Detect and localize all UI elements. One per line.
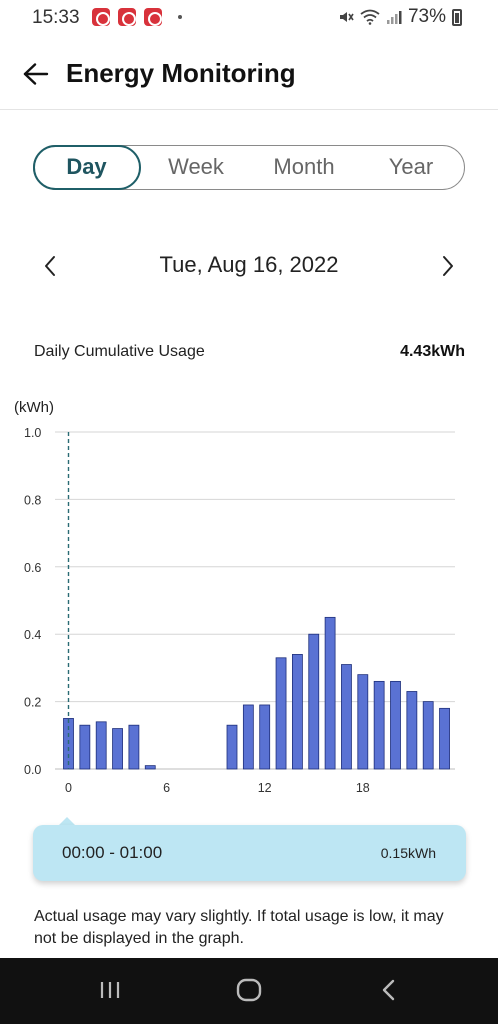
back-button[interactable] [18,56,54,92]
bar-hour-16[interactable] [324,616,336,770]
bar-hour-15[interactable] [308,633,320,770]
system-icons: 73% [338,6,462,28]
page-title: Energy Monitoring [66,58,296,88]
y-tick-label: 0.2 [24,696,41,710]
battery-percent: 73% [407,6,446,27]
status-bar: 15:33 73% [0,0,498,36]
notification-app-icon [92,8,110,26]
home-icon [236,978,262,1002]
bar-hour-14[interactable] [291,654,303,770]
system-nav-bar [0,958,498,1024]
x-tick-label: 12 [258,781,272,795]
period-tabs: Day Week Month Year [32,144,465,190]
next-date-button[interactable] [432,250,464,282]
bar-hour-18[interactable] [357,674,369,770]
more-notifications-dot [178,15,182,19]
usage-value: 4.43kWh [400,343,465,360]
bar-hour-11[interactable] [242,704,254,770]
signal-icon [386,11,402,24]
bar-hour-20[interactable] [390,680,401,770]
y-tick-label: 1.0 [24,426,41,440]
hourly-usage-chart[interactable]: (kWh) 0.0 0.2 0.4 0.6 0.8 1.0 0 6 12 18 [0,390,498,810]
bar-hour-22[interactable] [422,701,434,770]
notification-icons [92,8,162,26]
y-tick-label: 0.4 [24,628,41,642]
x-tick-label: 0 [65,781,72,795]
tooltip-pointer [58,817,76,826]
y-axis-label: (kWh) [14,399,54,416]
battery-icon [452,8,462,26]
bar-hour-3[interactable] [112,728,123,770]
notification-app-icon [118,8,136,26]
bar-hour-19[interactable] [373,680,385,770]
recent-apps-icon [100,982,120,998]
bar-hour-13[interactable] [275,657,287,770]
previous-date-button[interactable] [34,250,66,282]
y-tick-label: 0.0 [24,763,41,777]
tab-day[interactable]: Day [32,144,141,190]
bar-hour-5[interactable] [144,765,156,770]
notification-app-icon [144,8,162,26]
wifi-icon [360,9,380,25]
bar-hour-2[interactable] [95,721,107,770]
tab-month[interactable]: Month [273,154,335,179]
chevron-right-icon [443,256,453,276]
home-button[interactable] [231,974,267,1006]
back-arrow-icon [23,63,49,85]
status-time: 15:33 [32,7,80,28]
chevron-left-icon [45,256,55,276]
y-tick-label: 0.8 [24,493,41,507]
usage-disclaimer: Actual usage may vary slightly. If total… [34,908,444,947]
recent-apps-button[interactable] [92,974,128,1006]
bar-hour-12[interactable] [259,704,271,770]
usage-label: Daily Cumulative Usage [34,343,205,360]
bar-hour-10[interactable] [226,724,238,770]
tab-year[interactable]: Year [388,154,434,179]
bar-hour-23[interactable] [439,707,450,770]
x-tick-label: 18 [356,781,370,795]
selection-tooltip: 00:00 - 01:00 0.15kWh [33,825,466,881]
tooltip-value: 0.15kWh [380,845,436,861]
x-tick-label: 6 [163,781,170,795]
selected-date: Tue, Aug 16, 2022 [159,252,339,277]
bar-hour-17[interactable] [341,664,352,770]
nav-back-button[interactable] [371,974,407,1006]
bar-hour-4[interactable] [128,724,140,770]
back-icon [382,979,395,1001]
tooltip-time-range: 00:00 - 01:00 [62,843,163,862]
bar-hour-21[interactable] [406,691,418,770]
y-tick-label: 0.6 [24,561,41,575]
bar-hour-1[interactable] [79,724,91,770]
mute-icon [339,12,354,22]
tab-week[interactable]: Week [168,154,224,179]
app-header: Energy Monitoring [0,36,498,110]
